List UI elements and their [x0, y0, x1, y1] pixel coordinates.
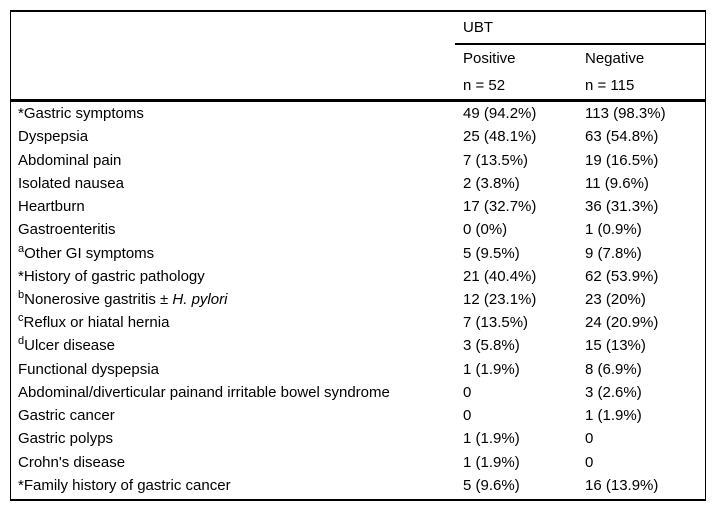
- negative-value: 1 (0.9%): [585, 221, 642, 239]
- positive-value: 0: [463, 407, 472, 425]
- header-spacer-cell: [11, 12, 455, 45]
- positive-value: 21 (40.4%): [463, 267, 537, 285]
- footnote-marker: c: [18, 312, 24, 325]
- column-header-row: Positive Negative: [11, 45, 705, 72]
- row-label: Heartburn: [18, 198, 85, 216]
- table-row: Functional dyspepsia 1 (1.9%) 8 (6.9%): [11, 358, 705, 381]
- table-row: Gastric polyps 1 (1.9%) 0: [11, 427, 705, 450]
- negative-value: 8 (6.9%): [585, 360, 642, 378]
- row-label: Isolated nausea: [18, 174, 124, 192]
- positive-value: 1 (1.9%): [463, 430, 520, 448]
- group-header-label: UBT: [463, 19, 493, 36]
- footnote-marker: a: [18, 242, 25, 255]
- table-row: Crohn's disease 1 (1.9%) 0: [11, 451, 705, 474]
- row-label: bNonerosive gastritis ± H. pylori: [18, 288, 228, 308]
- sample-size-negative: n = 115: [585, 77, 635, 94]
- row-label: dUlcer disease: [18, 335, 115, 355]
- row-label: Dyspepsia: [18, 128, 89, 146]
- sample-size-positive: n = 52: [463, 77, 506, 94]
- positive-value: 7 (13.5%): [463, 151, 529, 169]
- negative-value: 0: [585, 453, 594, 471]
- positive-value: 17 (32.7%): [463, 198, 537, 216]
- negative-value: 15 (13%): [585, 337, 646, 355]
- negative-value: 0: [585, 430, 594, 448]
- table-row: Isolated nausea 2 (3.8%) 11 (9.6%): [11, 172, 705, 195]
- ubt-results-table: UBT Positive Negative n = 52 n = 115 *Ga…: [10, 10, 706, 501]
- row-label: Gastroenteritis: [18, 221, 116, 239]
- negative-value: 63 (54.8%): [585, 128, 659, 146]
- row-label: Gastric polyps: [18, 430, 114, 448]
- positive-value: 3 (5.8%): [463, 337, 520, 355]
- negative-value: 113 (98.3%): [585, 105, 666, 123]
- table-row: *Family history of gastric cancer 5 (9.6%…: [11, 474, 705, 497]
- positive-value: 0: [463, 383, 472, 401]
- positive-value: 5 (9.5%): [463, 244, 520, 262]
- positive-value: 25 (48.1%): [463, 128, 537, 146]
- row-label: Abdominal/diverticular painand irritable…: [18, 383, 390, 401]
- table-row: Gastroenteritis 0 (0%) 1 (0.9%): [11, 218, 705, 241]
- negative-value: 11 (9.6%): [585, 174, 649, 192]
- row-label: Crohn's disease: [18, 453, 126, 471]
- negative-value: 24 (20.9%): [585, 314, 659, 332]
- group-header-cell: UBT: [455, 12, 705, 45]
- sample-size-row: n = 52 n = 115: [11, 72, 705, 102]
- italic-term: H. pylori: [172, 290, 228, 308]
- row-label: Abdominal pain: [18, 151, 122, 169]
- table-row: bNonerosive gastritis ± H. pylori 12 (23.…: [11, 288, 705, 311]
- row-label: Functional dyspepsia: [18, 360, 159, 378]
- positive-value: 7 (13.5%): [463, 314, 529, 332]
- table-row: Abdominal/diverticular painand irritable…: [11, 381, 705, 404]
- row-label: aOther GI symptoms: [18, 242, 155, 262]
- negative-value: 9 (7.8%): [585, 244, 642, 262]
- negative-value: 23 (20%): [585, 290, 646, 308]
- positive-value: 1 (1.9%): [463, 453, 520, 471]
- positive-value: 12 (23.1%): [463, 290, 537, 308]
- positive-value: 0 (0%): [463, 221, 508, 239]
- negative-value: 62 (53.9%): [585, 267, 659, 285]
- row-label: *History of gastric pathology: [18, 267, 205, 285]
- table-row: cReflux or hiatal hernia 7 (13.5%) 24 (20.…: [11, 311, 705, 334]
- positive-value: 49 (94.2%): [463, 105, 537, 123]
- table-row: Heartburn 17 (32.7%) 36 (31.3%): [11, 195, 705, 218]
- negative-value: 1 (1.9%): [585, 407, 642, 425]
- footnote-marker: d: [18, 335, 25, 348]
- row-label: cReflux or hiatal hernia: [18, 312, 170, 332]
- footnote-marker: b: [18, 288, 25, 301]
- positive-value: 5 (9.6%): [463, 476, 520, 494]
- table-row: *Gastric symptoms 49 (94.2%) 113 (98.3%): [11, 102, 705, 125]
- negative-value: 16 (13.9%): [585, 476, 659, 494]
- positive-value: 1 (1.9%): [463, 360, 520, 378]
- group-header-row: UBT: [11, 12, 705, 45]
- table-row: *History of gastric pathology 21 (40.4%) 6…: [11, 265, 705, 288]
- row-label: *Family history of gastric cancer: [18, 476, 231, 494]
- negative-value: 36 (31.3%): [585, 198, 659, 216]
- table-row: Dyspepsia 25 (48.1%) 63 (54.8%): [11, 125, 705, 148]
- table-row: Abdominal pain 7 (13.5%) 19 (16.5%): [11, 148, 705, 171]
- row-label: Gastric cancer: [18, 407, 115, 425]
- positive-value: 2 (3.8%): [463, 174, 520, 192]
- column-header-negative: Negative: [585, 50, 645, 67]
- table-row: Gastric cancer 0 1 (1.9%): [11, 404, 705, 427]
- table-body: *Gastric symptoms 49 (94.2%) 113 (98.3%) Dy…: [11, 102, 705, 497]
- column-header-positive: Positive: [463, 50, 516, 67]
- negative-value: 19 (16.5%): [585, 151, 659, 169]
- table-row: aOther GI symptoms 5 (9.5%) 9 (7.8%): [11, 241, 705, 264]
- negative-value: 3 (2.6%): [585, 383, 642, 401]
- row-label: *Gastric symptoms: [18, 105, 144, 123]
- table-row: dUlcer disease 3 (5.8%) 15 (13%): [11, 334, 705, 357]
